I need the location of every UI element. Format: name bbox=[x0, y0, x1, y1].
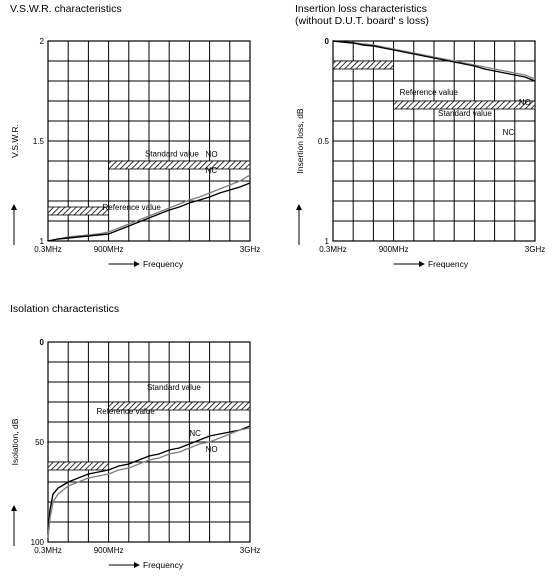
insertion-loss-x-tick-label: 3GHz bbox=[525, 245, 545, 254]
vswr-series-nc-line bbox=[47, 182, 251, 242]
isolation-y-tick-label: 0 bbox=[40, 338, 45, 347]
vswr-plot-frame bbox=[47, 40, 251, 242]
insertion-loss-x-tick-label: 0.3MHz bbox=[319, 245, 347, 254]
vswr-title-line: V.S.W.R. characteristics bbox=[10, 3, 122, 15]
isolation-x-axis-label: Frequency bbox=[143, 560, 184, 570]
insertion-loss-reference-value-label: Reference value bbox=[400, 88, 459, 97]
isolation-y-tick-label: 50 bbox=[35, 438, 44, 447]
vswr-chart: NO NC Standard value Reference value 1 1.5 2 0.… bbox=[10, 37, 260, 269]
insertion-loss-series-nc-label: NC bbox=[503, 128, 515, 137]
insertion-loss-title-line-2: (without D.U.T. board' s loss) bbox=[295, 15, 429, 27]
vswr-standard-value-label: Standard value bbox=[145, 150, 199, 159]
insertion-loss-x-tick-label: 900MHz bbox=[379, 245, 409, 254]
insertion-loss-x-axis-label: Frequency bbox=[428, 259, 469, 269]
insertion-loss-y-tick-label: 0.5 bbox=[318, 137, 330, 146]
insertion-loss-standard-value-label: Standard value bbox=[438, 109, 492, 118]
vswr-standard-value-bar bbox=[47, 206, 109, 216]
insertion-loss-y-tick-label: 0 bbox=[325, 37, 330, 46]
insertion-loss-series-nc-line bbox=[332, 40, 536, 82]
isolation-x-tick-label: 900MHz bbox=[94, 546, 124, 555]
isolation-series-nc-label: NC bbox=[189, 429, 201, 438]
isolation-y-axis-label: Isolation, dB bbox=[10, 418, 20, 465]
isolation-chart: NC NO Standard value Reference value 0 50 1000… bbox=[10, 338, 260, 570]
insertion-loss-plot-frame bbox=[332, 40, 536, 242]
isolation-title: Isolation characteristics bbox=[10, 303, 119, 315]
insertion-loss-title-line-1: Insertion loss characteristics bbox=[295, 3, 427, 15]
vswr-y-tick-label: 1 bbox=[40, 237, 45, 246]
isolation-standard-value-bar bbox=[47, 461, 109, 471]
vswr-y-tick-label: 2 bbox=[40, 37, 45, 46]
isolation-plot-frame bbox=[47, 341, 251, 543]
isolation-series-no-line bbox=[47, 427, 251, 539]
isolation-standard-value-label: Standard value bbox=[147, 383, 201, 392]
vswr-y-axis-label: V.S.W.R. bbox=[10, 124, 20, 158]
isolation-y-tick-label: 100 bbox=[31, 538, 45, 547]
insertion-loss-series-no-line bbox=[332, 40, 536, 80]
vswr-x-axis-label: Frequency bbox=[143, 259, 184, 269]
vswr-x-tick-label: 0.3MHz bbox=[34, 245, 62, 254]
isolation-series-no-label: NO bbox=[206, 445, 218, 454]
isolation-title-line: Isolation characteristics bbox=[10, 303, 120, 315]
isolation-x-tick-label: 3GHz bbox=[240, 546, 260, 555]
insertion-loss-standard-value-bar bbox=[393, 100, 536, 110]
insertion-loss-y-axis-label: Insertion loss, dB bbox=[295, 108, 305, 174]
insertion-loss-series-no-label: NO bbox=[519, 98, 531, 107]
isolation-standard-value-bar bbox=[108, 401, 251, 411]
vswr-x-tick-label: 3GHz bbox=[240, 245, 260, 254]
vswr-series-nc-label: NC bbox=[206, 166, 218, 175]
vswr-title: V.S.W.R. characteristics bbox=[10, 3, 122, 15]
insertion-loss-standard-value-bar bbox=[332, 60, 395, 70]
vswr-series-no-label: NO bbox=[206, 150, 218, 159]
isolation-x-tick-label: 0.3MHz bbox=[34, 546, 62, 555]
isolation-series-nc-line bbox=[47, 425, 251, 535]
insertion-loss-chart: NO NC Standard value Reference value 0 0.5 10.… bbox=[295, 37, 545, 269]
vswr-reference-value-label: Reference value bbox=[103, 203, 162, 212]
insertion-loss-title: Insertion loss characteristics (without … bbox=[295, 3, 429, 27]
vswr-series-no-line bbox=[47, 174, 251, 242]
insertion-loss-y-tick-label: 1 bbox=[325, 237, 330, 246]
isolation-reference-value-label: Reference value bbox=[96, 407, 155, 416]
vswr-x-tick-label: 900MHz bbox=[94, 245, 124, 254]
vswr-y-tick-label: 1.5 bbox=[33, 137, 45, 146]
vswr-standard-value-bar bbox=[108, 160, 251, 170]
